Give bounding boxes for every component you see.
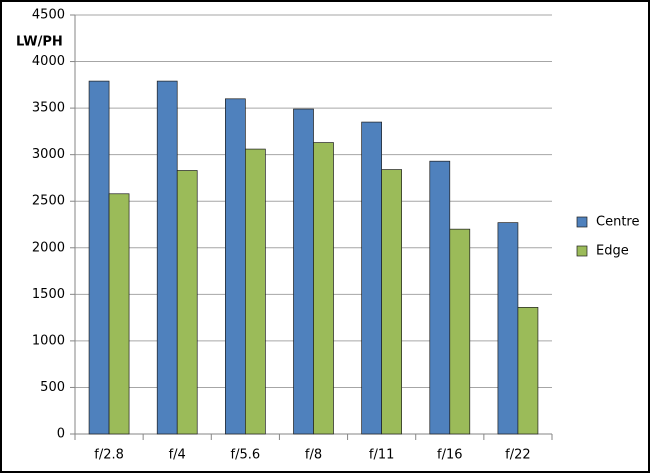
x-tick-label: f/2.8 — [94, 448, 124, 463]
legend-label: Centre — [596, 215, 639, 230]
x-tick-label: f/4 — [169, 448, 186, 463]
y-tick-label: 3000 — [32, 147, 65, 162]
bar — [313, 142, 334, 435]
y-tick-label: 2000 — [32, 240, 65, 255]
y-tick-label: 1000 — [32, 333, 65, 348]
y-axis-label: LW/PH — [16, 35, 63, 50]
bar — [108, 193, 130, 435]
bar — [361, 121, 382, 435]
bar — [429, 160, 451, 435]
bar — [245, 148, 266, 435]
y-tick-label: 4500 — [32, 8, 65, 23]
bar — [156, 80, 178, 435]
x-tick-label: f/22 — [505, 448, 531, 463]
bar — [176, 170, 198, 435]
bar — [517, 307, 539, 435]
y-tick-label: 0 — [57, 427, 65, 442]
bar — [381, 169, 402, 435]
bar — [88, 80, 110, 435]
y-tick-label: 500 — [40, 380, 65, 395]
bar — [497, 222, 519, 435]
legend-swatch — [576, 245, 588, 257]
x-tick-label: f/16 — [437, 448, 463, 463]
y-tick-label: 4000 — [32, 54, 65, 69]
x-tick-label: f/5.6 — [231, 448, 261, 463]
y-tick-label: 1500 — [32, 287, 65, 302]
x-tick-label: f/8 — [305, 448, 322, 463]
legend-swatch — [576, 216, 588, 228]
y-tick-label: 3500 — [32, 101, 65, 116]
x-tick-label: f/11 — [369, 448, 395, 463]
legend-label: Edge — [596, 244, 629, 259]
bar — [225, 98, 246, 435]
y-tick-label: 2500 — [32, 194, 65, 209]
bar — [449, 228, 471, 435]
bar — [293, 108, 314, 435]
